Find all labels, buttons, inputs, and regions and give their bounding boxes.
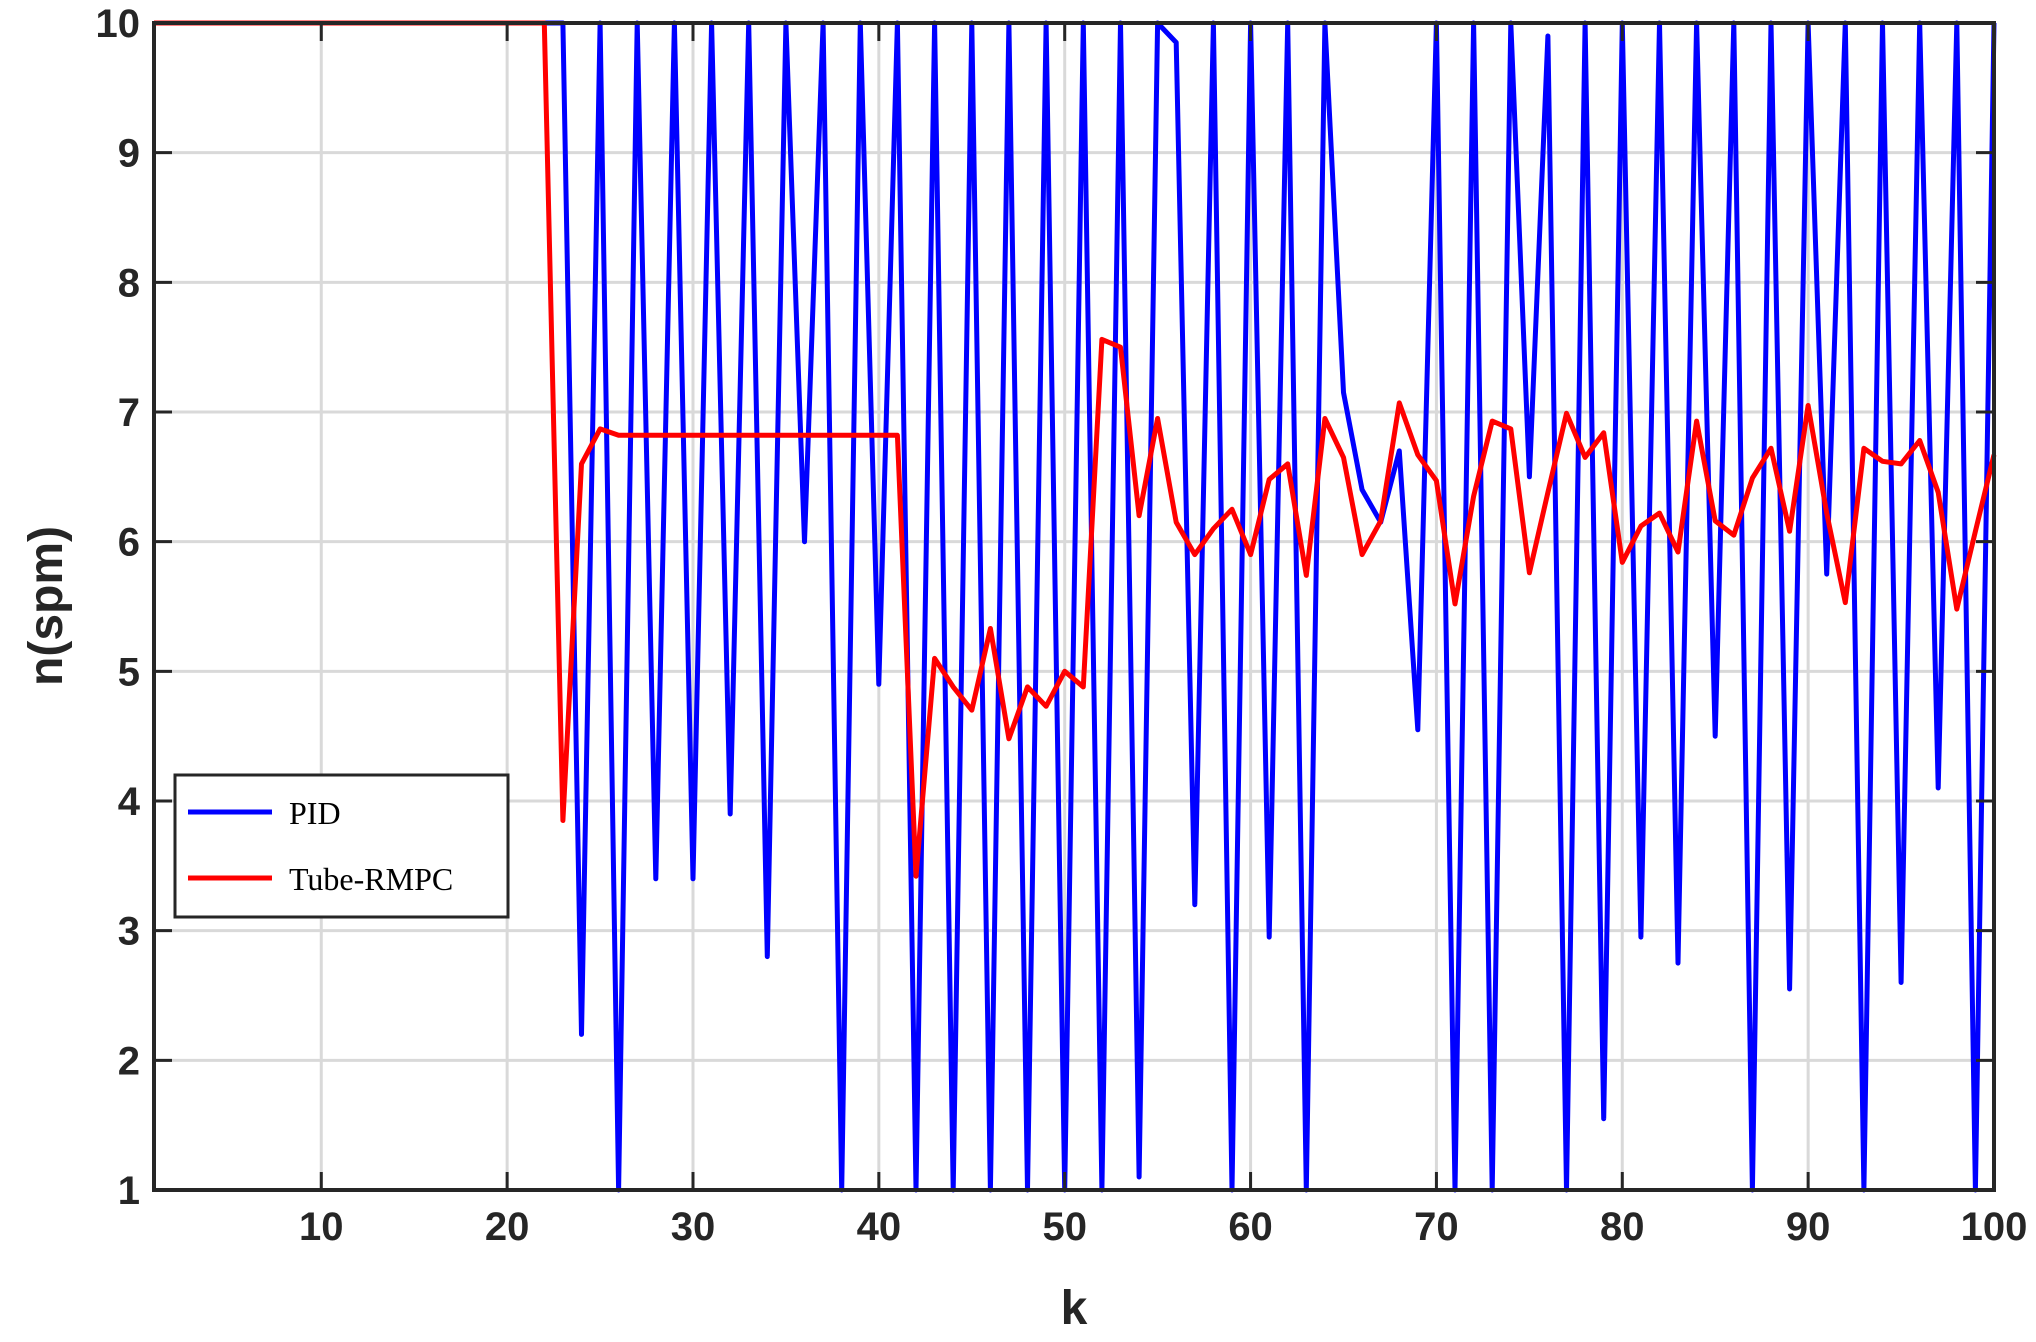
y-tick-label: 4	[118, 780, 141, 824]
x-tick-label: 100	[1961, 1205, 2028, 1249]
legend-box	[173, 773, 510, 919]
x-tick-label: 90	[1786, 1205, 1831, 1249]
y-tick-label: 8	[118, 261, 140, 305]
y-tick-label: 7	[118, 391, 140, 435]
y-tick-label: 2	[118, 1039, 140, 1083]
axis-ticks: 10 20 30 40 50 60 70 80 90 100 1 2 3 4 5 6 7 8 9 10	[96, 2, 2028, 1249]
y-axis-label: n(spm)	[20, 526, 73, 686]
x-axis-label: k	[1061, 1282, 1088, 1335]
y-tick-label: 10	[96, 2, 141, 46]
x-tick-label: 10	[299, 1205, 344, 1249]
legend-label-tube-rmpc: Tube-RMPC	[289, 861, 453, 897]
y-tick-label: 5	[118, 650, 140, 694]
x-tick-label: 80	[1600, 1205, 1645, 1249]
x-tick-label: 40	[857, 1205, 902, 1249]
legend: PID Tube-RMPC	[173, 773, 510, 919]
x-tick-label: 30	[671, 1205, 716, 1249]
x-tick-label: 20	[485, 1205, 530, 1249]
y-tick-label: 9	[118, 132, 140, 176]
y-tick-label: 3	[118, 910, 140, 954]
y-tick-label: 6	[118, 521, 140, 565]
x-tick-label: 60	[1228, 1205, 1273, 1249]
x-tick-label: 50	[1042, 1205, 1087, 1249]
x-tick-label: 70	[1414, 1205, 1459, 1249]
plot-frame	[152, 21, 1996, 1192]
legend-label-pid: PID	[289, 795, 341, 831]
y-tick-label: 1	[118, 1169, 140, 1213]
